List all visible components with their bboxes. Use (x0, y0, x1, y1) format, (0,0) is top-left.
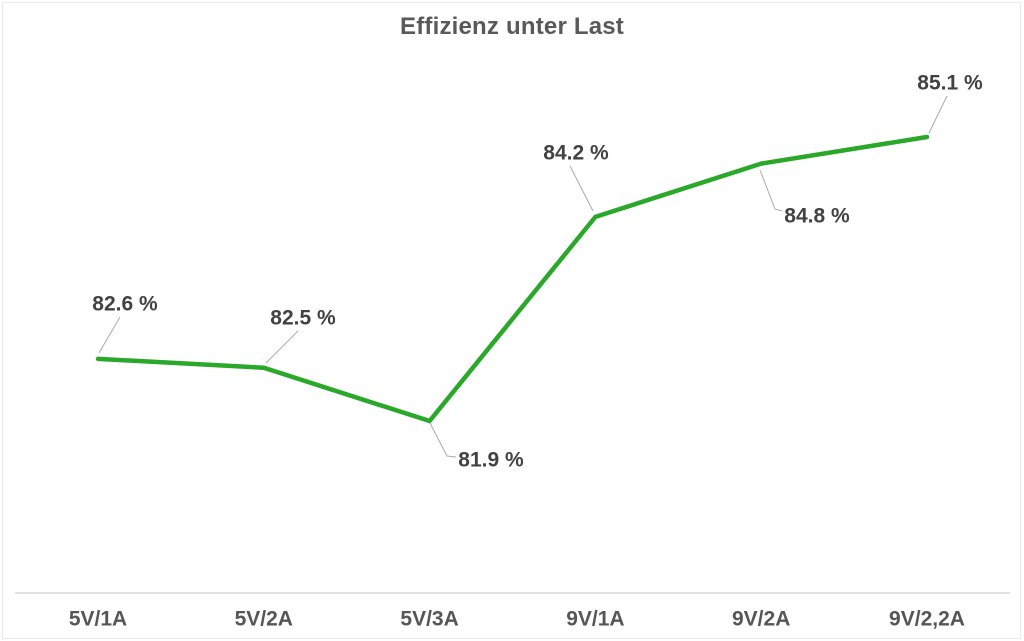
data-point-label: 84.2 % (543, 141, 609, 164)
series-line-effizienz (95, 134, 930, 424)
x-tick-label: 9V/2,2A (889, 607, 965, 630)
x-tick-label: 5V/2A (235, 607, 293, 630)
data-point-label: 84.8 % (784, 204, 850, 227)
x-tick-label: 9V/1A (566, 607, 624, 630)
data-point-label: 81.9 % (458, 448, 524, 471)
data-label-leader-line (569, 165, 594, 212)
data-label-leader-line (265, 330, 299, 364)
chart-title: Effizienz unter Last (399, 13, 625, 40)
x-tick-label: 9V/2A (732, 607, 790, 630)
data-point-label: 82.6 % (92, 292, 158, 315)
x-tick-label: 5V/1A (69, 607, 127, 630)
data-point-label: 82.5 % (270, 306, 336, 329)
data-point-label: 85.1 % (917, 71, 983, 94)
data-label-leader-line (928, 95, 948, 134)
data-label-leader-line (98, 316, 121, 354)
data-label-leader-line (759, 169, 783, 212)
x-tick-label: 5V/3A (400, 607, 458, 630)
data-label-leader-line (429, 422, 457, 458)
